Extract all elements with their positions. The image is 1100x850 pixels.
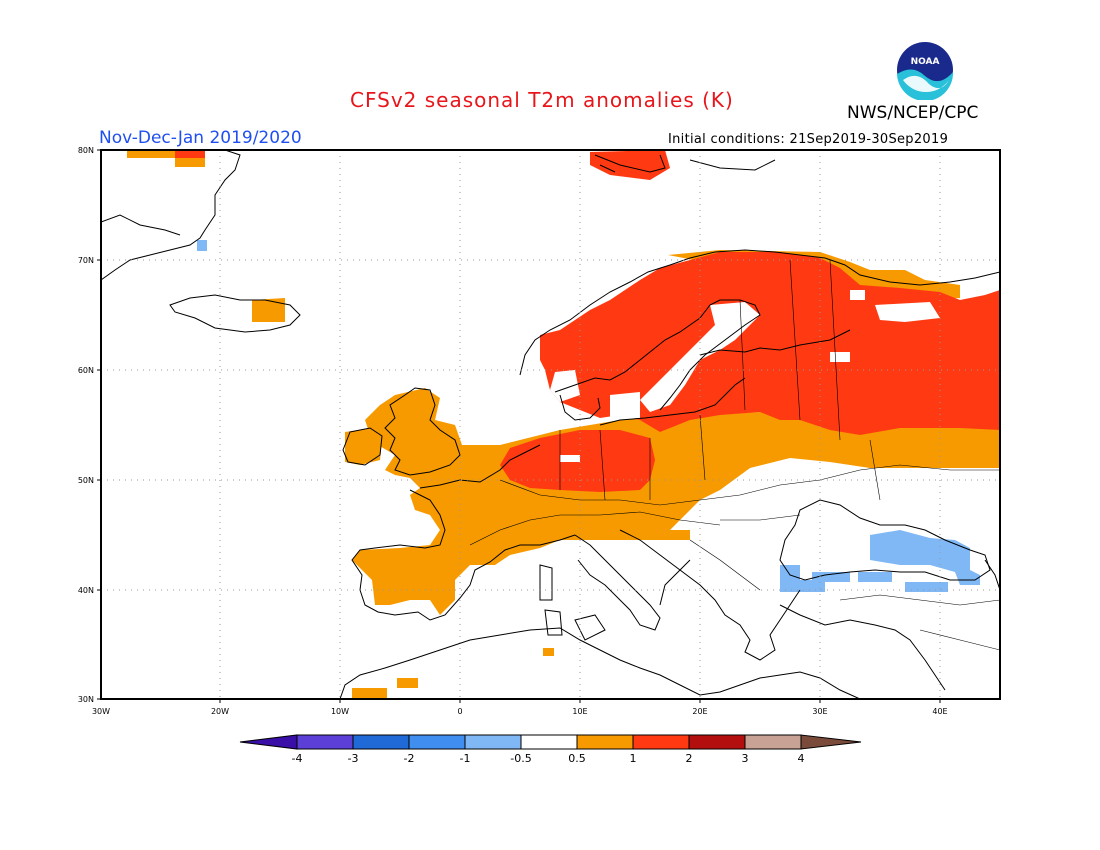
season-label: Nov-Dec-Jan 2019/2020 [99,128,302,148]
anomaly-region-ireland [345,428,382,465]
lat-tick-30N: 30N [78,695,94,704]
coastlines [101,150,1000,699]
anomaly-region-iceland [252,298,285,322]
anomaly-region-svalbard-red [590,150,670,180]
colorbar-segment [744,734,802,750]
noaa-logo: NOAA [893,40,957,104]
anomaly-region-black-sea [870,530,980,585]
colorbar-label: 2 [686,752,693,765]
colorbar-label: -2 [404,752,415,765]
lon-tick-40E: 40E [932,707,947,716]
colorbar-segment [464,734,522,750]
colorbar-label: -4 [292,752,303,765]
colorbar-segment [632,734,690,750]
colorbar-arrow-low [239,734,298,750]
colorbar-label: 0.5 [568,752,586,765]
lat-tick-40N: 40N [78,586,94,595]
colorbar-label: -3 [348,752,359,765]
lat-tick-50N: 50N [78,476,94,485]
lon-tick-10W: 10W [331,707,349,716]
country-borders [469,259,1000,651]
logo-text: NOAA [911,57,940,67]
colorbar-label: -1 [460,752,471,765]
lon-tick-30W: 30W [92,707,110,716]
colorbar-segment [576,734,634,750]
lon-tick-20E: 20E [692,707,707,716]
map-frame [100,149,1001,700]
colorbar-segment [688,734,746,750]
longitude-axis: 30W 20W 10W 0 10E 20E 30E 40E [92,699,948,716]
anomaly-region-scandinavia-russia [540,252,1000,435]
colorbar-label: -0.5 [510,752,531,765]
anomaly-region-west-central-europe [352,388,1000,615]
initial-conditions-label: Initial conditions: 21Sep2019-30Sep2019 [668,132,949,147]
chart-title: CFSv2 seasonal T2m anomalies (K) [350,88,734,112]
colorbar-label: 4 [798,752,805,765]
colorbar-segment [296,734,354,750]
agency-label: NWS/NCEP/CPC [847,103,979,123]
colorbar-label: 3 [742,752,749,765]
colorbar-segment [520,734,578,750]
anomaly-shading [127,150,1000,699]
colorbar-arrow-high [800,734,862,750]
anomaly-region-iberia-south [352,688,387,699]
lon-tick-10E: 10E [572,707,587,716]
colorbar: -4 -3 -2 -1 -0.5 0.5 1 2 3 4 [239,734,862,765]
lon-tick-30E: 30E [812,707,827,716]
colorbar-label: 1 [630,752,637,765]
lon-tick-0: 0 [457,707,462,716]
latitude-axis: 80N 70N 60N 50N 40N 30N [78,146,101,704]
lat-tick-60N: 60N [78,366,94,375]
lat-tick-80N: 80N [78,146,94,155]
lon-tick-20W: 20W [211,707,229,716]
colorbar-segment [352,734,410,750]
lat-tick-70N: 70N [78,256,94,265]
colorbar-segment [408,734,466,750]
